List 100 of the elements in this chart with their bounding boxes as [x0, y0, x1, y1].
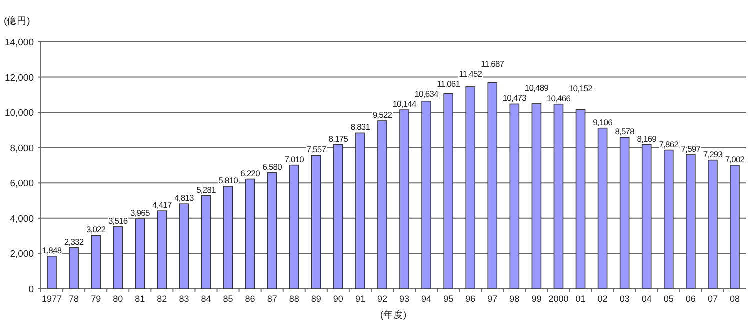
data-label: 3,965: [130, 208, 150, 218]
data-label: 11,687: [481, 59, 504, 70]
data-label: 7,010: [284, 154, 304, 164]
bar: [488, 82, 498, 290]
x-tick-label: 95: [444, 294, 454, 304]
bar: [201, 195, 212, 290]
x-tick-label: 97: [488, 294, 498, 304]
data-label: 10,152: [568, 83, 593, 94]
bar: [69, 247, 79, 290]
bar: [444, 93, 454, 290]
data-label: 5,810: [218, 176, 238, 186]
data-label: 10,634: [414, 89, 438, 100]
bar: [113, 226, 124, 290]
y-axis-title: (億円): [4, 15, 30, 27]
data-label: 4,417: [152, 200, 172, 210]
data-label: 3,516: [108, 216, 128, 226]
x-tick-label: 94: [422, 294, 432, 304]
bar: [400, 110, 410, 290]
x-tick-label: 03: [620, 294, 630, 304]
bar: [642, 144, 652, 290]
x-tick-label: 07: [708, 294, 718, 304]
bar: [245, 178, 256, 290]
data-label: 8,169: [637, 134, 656, 144]
bar: [179, 204, 190, 290]
data-label: 4,813: [174, 193, 194, 204]
data-label: 8,578: [615, 126, 634, 137]
x-tick-label: 84: [201, 294, 212, 304]
data-label: 10,489: [524, 83, 548, 94]
x-tick-label: 86: [245, 294, 256, 304]
x-tick-label: 01: [576, 294, 586, 304]
y-tick-label: 14,000: [4, 38, 34, 48]
y-tick-label: 2,000: [10, 249, 34, 260]
y-tick-label: 4,000: [10, 214, 34, 225]
data-label: 6,580: [262, 162, 282, 172]
bar: [91, 235, 101, 290]
x-tick-label: 99: [532, 294, 542, 304]
data-label: 11,452: [459, 69, 482, 80]
x-tick-label: 87: [267, 294, 278, 304]
bar: [664, 150, 674, 290]
x-tick-label: 08: [730, 294, 740, 304]
data-label: 2,332: [64, 236, 84, 247]
bar: [157, 210, 168, 290]
x-tick-label: 2000: [548, 294, 569, 304]
y-tick-label: 12,000: [4, 72, 34, 84]
data-label: 1,848: [42, 245, 62, 256]
data-label: 10,144: [392, 99, 416, 110]
data-label: 7,002: [725, 154, 745, 164]
bar: [378, 120, 388, 290]
x-tick-label: 80: [113, 294, 124, 304]
bar: [223, 186, 234, 290]
x-tick-label: 06: [686, 294, 696, 304]
bar: [289, 164, 300, 290]
data-label: 8,175: [328, 134, 348, 144]
x-tick-label: 04: [642, 294, 652, 304]
data-label: 7,862: [659, 139, 679, 150]
x-tick-label: 02: [598, 294, 608, 304]
x-tick-label: 81: [135, 294, 146, 304]
data-label: 7,293: [703, 149, 723, 160]
bar: [47, 256, 57, 290]
x-tick-label: 91: [355, 294, 366, 304]
data-label: 11,061: [437, 79, 460, 90]
bar: [267, 172, 278, 290]
bar: [334, 144, 344, 290]
bar: [422, 100, 432, 290]
bar: [135, 218, 146, 290]
x-tick-label: 89: [311, 294, 322, 304]
x-tick-label: 93: [400, 294, 410, 304]
bar: [311, 155, 322, 290]
x-tick-label: 82: [157, 294, 168, 304]
data-label: 3,022: [86, 224, 106, 235]
x-tick-label: 88: [289, 294, 300, 304]
bar: [708, 160, 718, 290]
x-tick-label: 1977: [42, 294, 62, 304]
bar: [356, 132, 366, 290]
x-tick-label: 96: [466, 294, 476, 304]
y-tick-label: 6,000: [10, 178, 34, 190]
x-tick-label: 78: [69, 294, 80, 304]
x-axis-title: (年度): [380, 309, 407, 321]
bar: [730, 165, 740, 290]
x-tick-label: 85: [223, 294, 234, 304]
x-tick-label: 90: [333, 294, 344, 304]
x-tick-label: 92: [377, 294, 388, 304]
bar: [598, 128, 608, 290]
data-label: 9,522: [372, 110, 392, 120]
data-label: 9,106: [593, 117, 612, 128]
x-tick-label: 98: [510, 294, 520, 304]
y-tick-label: 0: [28, 284, 34, 296]
data-label: 10,466: [546, 93, 571, 104]
x-tick-label: 05: [664, 294, 674, 304]
bar: [532, 104, 542, 290]
bar: [554, 104, 564, 290]
data-label: 6,220: [240, 168, 260, 178]
bar: [686, 154, 696, 290]
data-label: 8,831: [350, 122, 370, 132]
data-label: 5,281: [196, 184, 216, 195]
bar: [620, 137, 630, 290]
x-tick-label: 79: [91, 294, 102, 304]
bar: [576, 109, 586, 290]
bar: [466, 86, 476, 290]
y-tick-label: 10,000: [4, 108, 34, 120]
